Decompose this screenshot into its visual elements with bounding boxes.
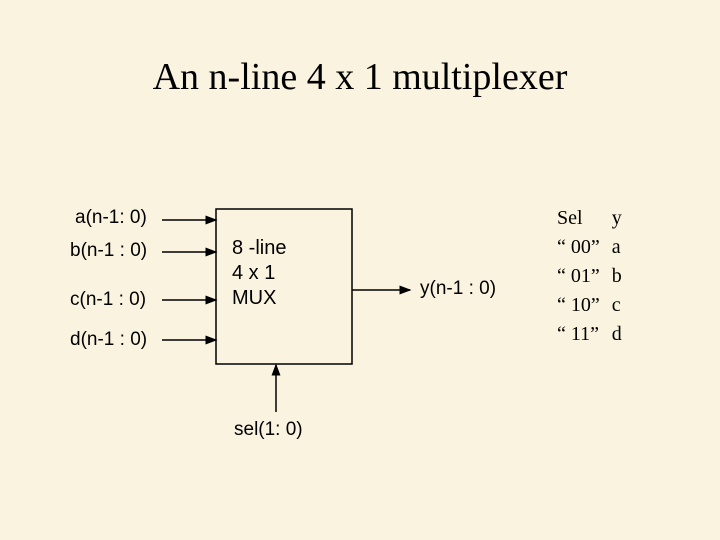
diagram-svg — [0, 0, 720, 540]
